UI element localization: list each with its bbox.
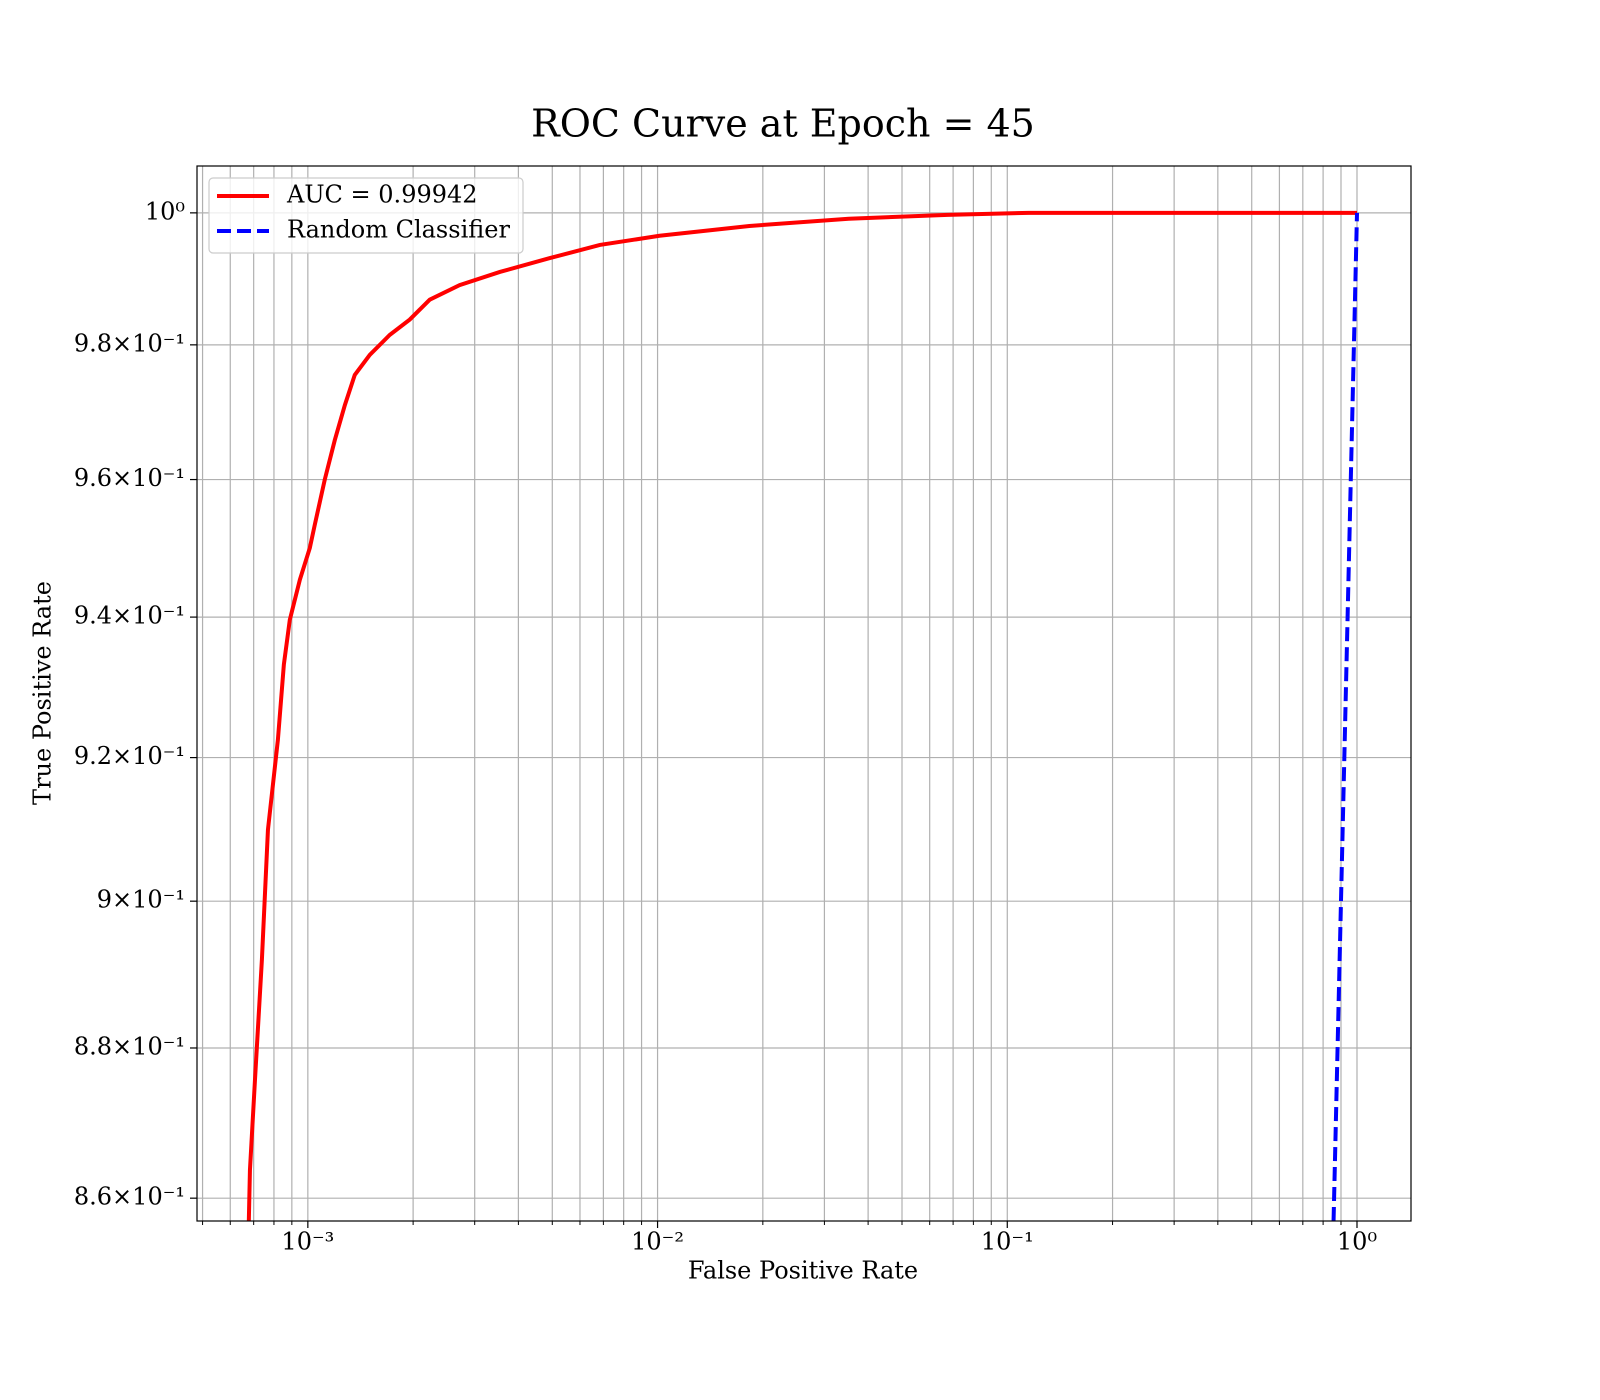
y-tick-label: 9×10⁻¹ xyxy=(97,886,185,914)
plot-frame xyxy=(196,165,1412,1222)
y-tick-label: 10⁰ xyxy=(145,197,185,225)
x-tick-label: 10⁻¹ xyxy=(981,1228,1034,1256)
y-tick-label: 9.2×10⁻¹ xyxy=(74,742,185,770)
y-tick-label: 9.6×10⁻¹ xyxy=(74,464,185,492)
y-tick-label: 9.8×10⁻¹ xyxy=(74,329,185,357)
y-tick-label: 8.6×10⁻¹ xyxy=(74,1183,185,1211)
y-axis-label: True Positive Rate xyxy=(29,581,57,805)
legend-label: Random Classifier xyxy=(287,216,510,244)
x-axis-label: False Positive Rate xyxy=(688,1257,918,1285)
series-line xyxy=(246,210,1357,1221)
legend-label: AUC = 0.99942 xyxy=(286,181,478,209)
y-tick-label: 9.4×10⁻¹ xyxy=(74,602,185,630)
chart-title: ROC Curve at Epoch = 45 xyxy=(531,102,1035,146)
x-tick-label: 10⁻³ xyxy=(281,1228,334,1256)
x-tick-label: 10⁻² xyxy=(631,1228,684,1256)
series-line xyxy=(1331,212,1359,1221)
legend-box xyxy=(208,177,524,254)
x-tick-label: 10⁰ xyxy=(1337,1228,1377,1256)
y-tick-label: 8.8×10⁻¹ xyxy=(74,1032,185,1060)
